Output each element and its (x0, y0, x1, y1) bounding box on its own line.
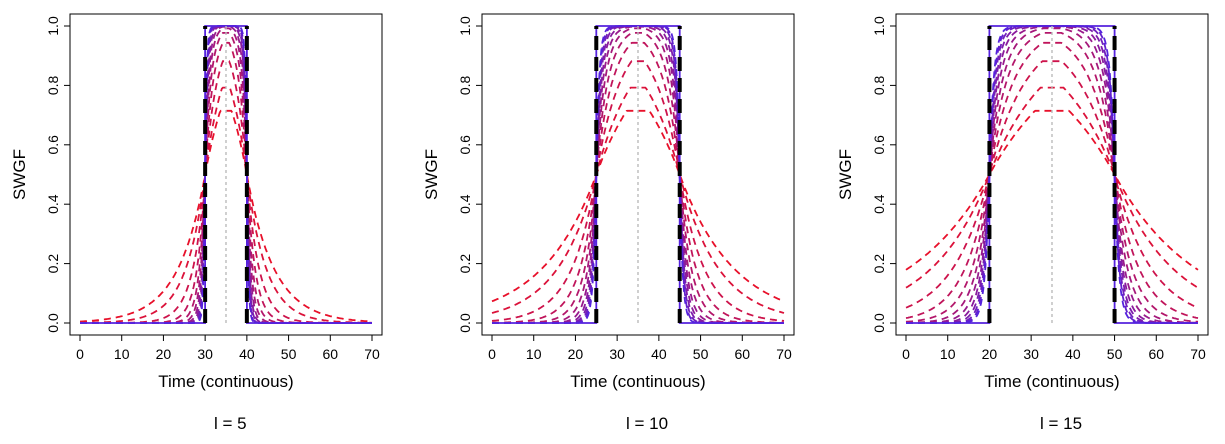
series-line (905, 32, 1199, 323)
x-tick-label: 10 (114, 346, 130, 362)
x-tick-label: 20 (982, 346, 998, 362)
x-tick-label: 60 (1148, 346, 1164, 362)
series-line (905, 109, 1199, 271)
x-tick-label: 30 (197, 346, 213, 362)
x-tick-label: 50 (693, 346, 709, 362)
y-axis-title: SWGF (836, 149, 855, 200)
x-tick-label: 40 (1065, 346, 1081, 362)
chart-svg: 0 10 20 30 40 50 60 70 0.0 0.2 0.4 0.6 0.8 1.0 Time (c… (10, 13, 383, 391)
x-tick-label: 20 (156, 346, 172, 362)
y-tick-label: 0.4 (45, 194, 61, 214)
x-tick-label: 0 (488, 346, 496, 362)
x-tick-label: 70 (364, 346, 380, 362)
plot-frame (481, 13, 795, 336)
x-tick-label: 30 (609, 346, 625, 362)
y-tick-label: 1.0 (45, 16, 61, 36)
x-axis-title: Time (continuous) (570, 372, 705, 391)
x-tick-label: 50 (281, 346, 297, 362)
y-tick-label: 0.4 (457, 194, 473, 214)
x-tick-label: 60 (322, 346, 338, 362)
chart-svg: 0 10 20 30 40 50 60 70 0.0 0.2 0.4 0.6 0.8 1.0 Time (c… (422, 13, 795, 391)
chart-svg: 0 10 20 30 40 50 60 70 0.0 0.2 0.4 0.6 0.8 1.0 Time (c… (836, 13, 1209, 391)
chart-panel-2: 0 10 20 30 40 50 60 70 0.0 0.2 0.4 0.6 0.8 1.0 Time (c… (412, 0, 812, 444)
y-tick-label: 1.0 (871, 16, 887, 36)
x-tick-label: 50 (1107, 346, 1123, 362)
y-axis-title: SWGF (10, 149, 29, 200)
series-line (905, 60, 1199, 309)
plot-frame (69, 13, 383, 336)
y-tick-label: 0.8 (457, 75, 473, 95)
y-tick-label: 0.0 (457, 313, 473, 333)
x-tick-label: 0 (76, 346, 84, 362)
x-tick-label: 0 (902, 346, 910, 362)
x-axis-title: Time (continuous) (984, 372, 1119, 391)
y-tick-label: 0.6 (45, 135, 61, 155)
y-axis-title: SWGF (422, 149, 441, 200)
y-tick-label: 0.8 (45, 75, 61, 95)
chart-panel-3: 0 10 20 30 40 50 60 70 0.0 0.2 0.4 0.6 0.8 1.0 Time (c… (826, 0, 1225, 444)
x-tick-label: 70 (1190, 346, 1206, 362)
series-line (905, 41, 1199, 319)
x-tick-label: 40 (239, 346, 255, 362)
x-tick-label: 10 (526, 346, 542, 362)
y-tick-label: 0.2 (45, 254, 61, 274)
series-line (905, 27, 1199, 324)
x-tick-label: 60 (734, 346, 750, 362)
series-line (491, 60, 785, 322)
y-tick-label: 0.2 (871, 254, 887, 274)
y-tick-label: 1.0 (457, 16, 473, 36)
y-tick-label: 0.6 (871, 135, 887, 155)
x-tick-label: 30 (1023, 346, 1039, 362)
y-tick-label: 0.0 (871, 313, 887, 333)
chart-panel-1: 0 10 20 30 40 50 60 70 0.0 0.2 0.4 0.6 0.8 1.0 Time (c… (0, 0, 400, 444)
plot-frame (895, 13, 1209, 336)
y-tick-label: 0.0 (45, 313, 61, 333)
x-tick-label: 40 (651, 346, 667, 362)
series-line (491, 41, 785, 324)
x-tick-label: 10 (940, 346, 956, 362)
y-tick-label: 0.6 (457, 135, 473, 155)
series-line (491, 109, 785, 303)
series-line (80, 86, 372, 324)
chart-caption: l = 5 (214, 414, 247, 433)
series-line (906, 25, 1198, 324)
x-tick-label: 70 (776, 346, 792, 362)
chart-caption: l = 10 (626, 414, 669, 433)
x-tick-label: 20 (568, 346, 584, 362)
series-line (80, 109, 372, 323)
y-tick-label: 0.2 (457, 254, 473, 274)
y-tick-label: 0.8 (871, 75, 887, 95)
chart-caption: l = 15 (1040, 414, 1083, 433)
x-axis-title: Time (continuous) (158, 372, 293, 391)
y-tick-label: 0.4 (871, 194, 887, 214)
